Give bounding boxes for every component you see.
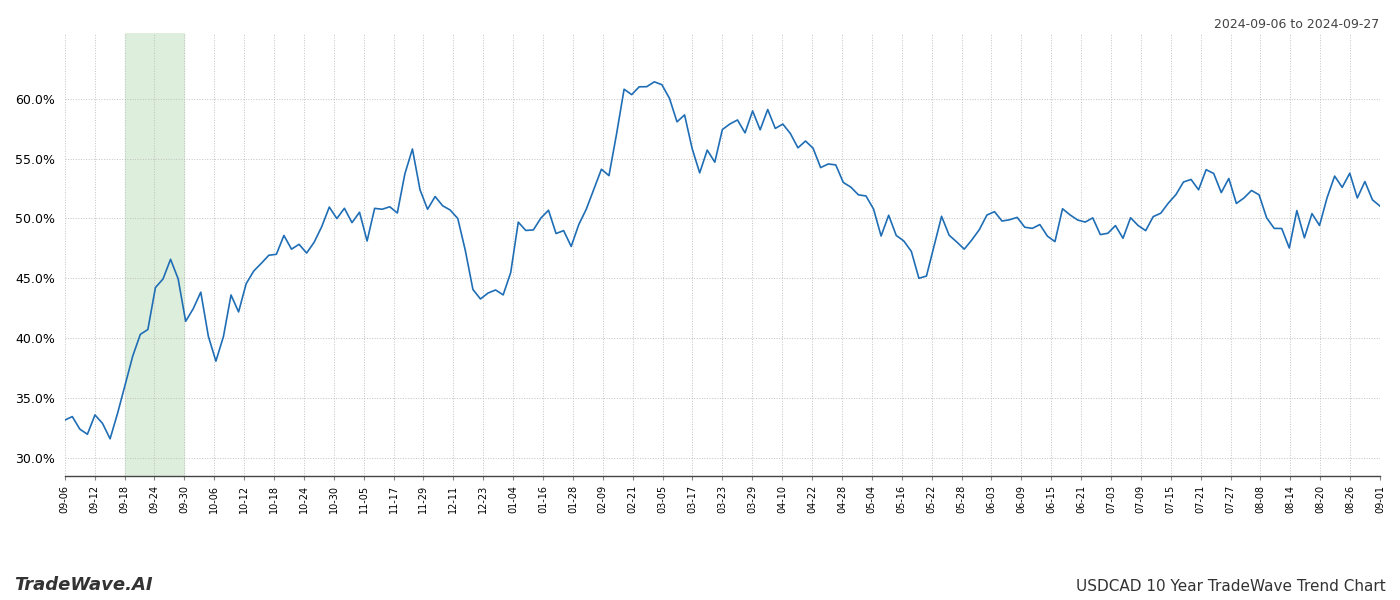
Bar	[125, 33, 185, 476]
Text: TradeWave.AI: TradeWave.AI	[14, 576, 153, 594]
Text: 2024-09-06 to 2024-09-27: 2024-09-06 to 2024-09-27	[1214, 18, 1379, 31]
Text: USDCAD 10 Year TradeWave Trend Chart: USDCAD 10 Year TradeWave Trend Chart	[1077, 579, 1386, 594]
